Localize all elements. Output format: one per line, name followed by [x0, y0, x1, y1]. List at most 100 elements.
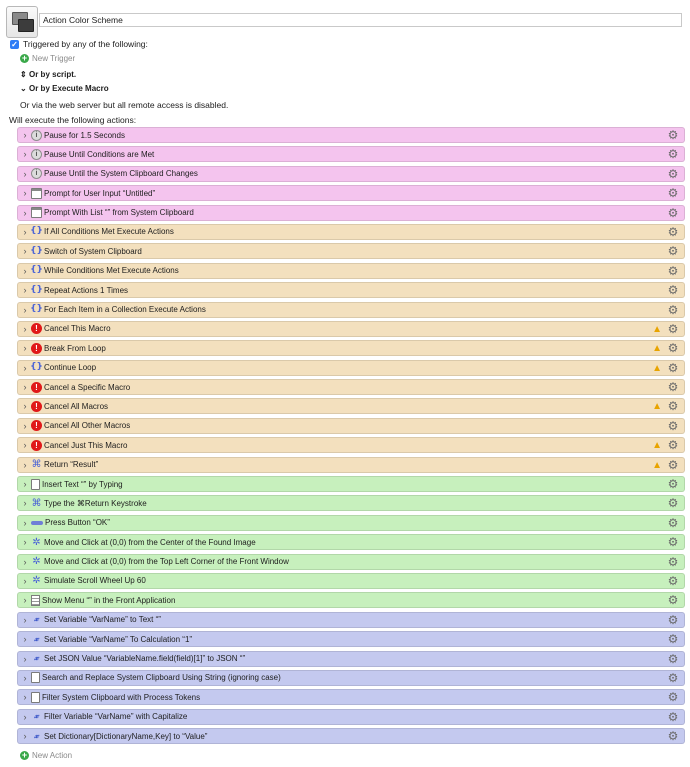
gear-icon[interactable]: ⚙ — [667, 593, 679, 608]
action-row[interactable]: › ✲ Simulate Scroll Wheel Up 60 ⚙ — [17, 572, 685, 589]
gear-icon[interactable]: ⚙ — [667, 399, 679, 414]
action-row[interactable]: › 𝓍 Filter Variable “VarName” with Capital… — [17, 708, 685, 725]
gear-icon[interactable]: ⚙ — [667, 302, 679, 317]
disclosure-chevron-icon[interactable]: › — [23, 731, 27, 742]
or-by-execute-macro-row[interactable]: ⌄ Or by Execute Macro — [20, 84, 109, 93]
disclosure-chevron-icon[interactable]: › — [23, 168, 27, 179]
action-row[interactable]: › Show Menu “” in the Front Application ⚙ — [17, 592, 685, 609]
gear-icon[interactable]: ⚙ — [667, 147, 679, 162]
gear-icon[interactable]: ⚙ — [667, 477, 679, 492]
action-row[interactable]: › 𝓍 Set Dictionary[DictionaryName,Key] to … — [17, 728, 685, 745]
action-row[interactable]: › ⌘ Return “Result” ▲ ⚙ — [17, 456, 685, 473]
action-row[interactable]: ›{} Repeat Actions 1 Times ⚙ — [17, 282, 685, 299]
action-row[interactable]: ›! Cancel All Other Macros ⚙ — [17, 417, 685, 434]
disclosure-chevron-icon[interactable]: › — [23, 420, 27, 431]
action-row[interactable]: ›{} If All Conditions Met Execute Actions… — [17, 223, 685, 240]
gear-icon[interactable]: ⚙ — [667, 418, 679, 433]
action-row[interactable]: ›{} Continue Loop ▲ ⚙ — [17, 359, 685, 376]
gear-icon[interactable]: ⚙ — [667, 690, 679, 705]
action-row[interactable]: › ⌘ Type the ⌘Return Keystroke ⚙ — [17, 495, 685, 512]
disclosure-chevron-icon[interactable]: › — [23, 517, 27, 528]
gear-icon[interactable]: ⚙ — [667, 612, 679, 627]
disclosure-chevron-icon[interactable]: › — [23, 343, 27, 354]
gear-icon[interactable]: ⚙ — [667, 438, 679, 453]
gear-icon[interactable]: ⚙ — [667, 729, 679, 744]
gear-icon[interactable]: ⚙ — [667, 573, 679, 588]
disclosure-chevron-icon[interactable]: › — [23, 595, 27, 606]
disclosure-chevron-icon[interactable]: › — [23, 401, 27, 412]
disclosure-chevron-icon[interactable]: › — [23, 556, 27, 567]
or-by-script-row[interactable]: ⇕ Or by script. — [20, 70, 76, 79]
gear-icon[interactable]: ⚙ — [667, 341, 679, 356]
action-row[interactable]: ›{} While Conditions Met Execute Actions ⚙ — [17, 262, 685, 279]
gear-icon[interactable]: ⚙ — [667, 128, 679, 142]
disclosure-chevron-icon[interactable]: › — [23, 362, 27, 373]
disclosure-chevron-icon[interactable]: › — [23, 711, 27, 722]
disclosure-chevron-icon[interactable]: › — [23, 459, 27, 470]
disclosure-chevron-icon[interactable]: › — [23, 130, 27, 140]
action-row[interactable]: › Insert Text “” by Typing ⚙ — [17, 476, 685, 493]
gear-icon[interactable]: ⚙ — [667, 321, 679, 336]
disclosure-chevron-icon[interactable]: › — [23, 672, 27, 683]
action-row[interactable]: › 𝓍 Set Variable “VarName” To Calculation … — [17, 631, 685, 648]
disclosure-chevron-icon[interactable]: › — [23, 575, 27, 586]
gear-icon[interactable]: ⚙ — [667, 651, 679, 666]
disclosure-chevron-icon[interactable]: › — [23, 634, 27, 645]
gear-icon[interactable]: ⚙ — [667, 535, 679, 550]
action-row[interactable]: › 𝓍 Set Variable “VarName” to Text “” ⚙ — [17, 611, 685, 628]
gear-icon[interactable]: ⚙ — [667, 554, 679, 569]
gear-icon[interactable]: ⚙ — [667, 244, 679, 259]
disclosure-chevron-icon[interactable]: › — [23, 285, 27, 296]
triggered-checkbox[interactable]: ✓ — [10, 39, 19, 49]
gear-icon[interactable]: ⚙ — [667, 360, 679, 375]
action-row[interactable]: › Press Button “OK” ⚙ — [17, 514, 685, 531]
disclosure-chevron-icon[interactable]: › — [23, 692, 27, 703]
action-row[interactable]: › ✲ Move and Click at (0,0) from the Top L… — [17, 553, 685, 570]
disclosure-chevron-icon[interactable]: › — [23, 188, 27, 199]
disclosure-chevron-icon[interactable]: › — [23, 265, 27, 276]
disclosure-chevron-icon[interactable]: › — [23, 226, 27, 237]
action-row[interactable]: › i Pause Until Conditions are Met ⚙ — [17, 146, 685, 163]
gear-icon[interactable]: ⚙ — [667, 166, 679, 181]
gear-icon[interactable]: ⚙ — [667, 709, 679, 724]
disclosure-chevron-icon[interactable]: › — [23, 479, 27, 490]
triggered-by-row[interactable]: ✓ Triggered by any of the following: — [10, 38, 148, 50]
disclosure-chevron-icon[interactable]: › — [23, 614, 27, 625]
gear-icon[interactable]: ⚙ — [667, 457, 679, 472]
action-row[interactable]: › Filter System Clipboard with Process To… — [17, 689, 685, 706]
gear-icon[interactable]: ⚙ — [667, 515, 679, 530]
action-row[interactable]: › ✲ Move and Click at (0,0) from the Cente… — [17, 534, 685, 551]
gear-icon[interactable]: ⚙ — [667, 632, 679, 647]
gear-icon[interactable]: ⚙ — [667, 283, 679, 298]
disclosure-chevron-icon[interactable]: › — [23, 440, 27, 451]
action-row[interactable]: › Prompt for User Input “Untitled” ⚙ — [17, 185, 685, 202]
new-action-button[interactable]: + New Action — [20, 751, 72, 760]
gear-icon[interactable]: ⚙ — [667, 496, 679, 511]
action-row[interactable]: ›! Cancel a Specific Macro ⚙ — [17, 379, 685, 396]
action-row[interactable]: ›! Break From Loop ▲ ⚙ — [17, 340, 685, 357]
action-row[interactable]: ›{} Switch of System Clipboard ⚙ — [17, 243, 685, 260]
gear-icon[interactable]: ⚙ — [667, 670, 679, 685]
action-row[interactable]: ›! Cancel All Macros ▲ ⚙ — [17, 398, 685, 415]
gear-icon[interactable]: ⚙ — [667, 380, 679, 395]
disclosure-chevron-icon[interactable]: › — [23, 498, 27, 509]
disclosure-chevron-icon[interactable]: › — [23, 382, 27, 393]
macro-icon[interactable] — [6, 6, 38, 38]
disclosure-chevron-icon[interactable]: › — [23, 304, 27, 315]
disclosure-chevron-icon[interactable]: › — [23, 207, 27, 218]
action-row[interactable]: › i Pause Until the System Clipboard Chang… — [17, 165, 685, 182]
action-row[interactable]: ›! Cancel Just This Macro ▲ ⚙ — [17, 437, 685, 454]
action-row[interactable]: ›! Cancel This Macro ▲ ⚙ — [17, 320, 685, 337]
action-row[interactable]: › 𝓍 Set JSON Value “VariableName.field(fie… — [17, 650, 685, 667]
action-row[interactable]: › Prompt With List “” from System Clipboa… — [17, 204, 685, 221]
disclosure-chevron-icon[interactable]: › — [23, 653, 27, 664]
disclosure-chevron-icon[interactable]: › — [23, 323, 27, 334]
action-row[interactable]: ›{} For Each Item in a Collection Execute… — [17, 301, 685, 318]
action-row[interactable]: › i Pause for 1.5 Seconds ⚙ — [17, 127, 685, 143]
gear-icon[interactable]: ⚙ — [667, 224, 679, 239]
macro-title-field[interactable]: Action Color Scheme — [39, 13, 682, 27]
disclosure-chevron-icon[interactable]: › — [23, 246, 27, 257]
action-row[interactable]: › Search and Replace System Clipboard Usi… — [17, 669, 685, 686]
new-trigger-button[interactable]: + New Trigger — [20, 54, 75, 63]
gear-icon[interactable]: ⚙ — [667, 186, 679, 201]
